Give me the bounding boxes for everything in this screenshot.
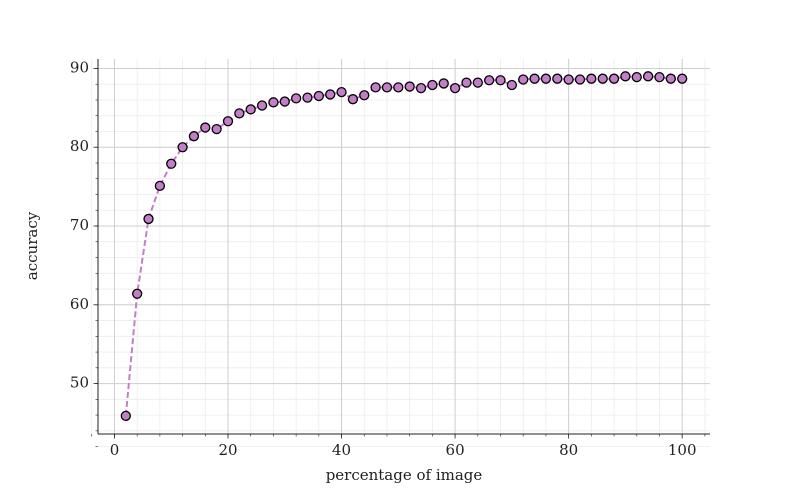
data-point: [677, 73, 688, 84]
data-point: [166, 158, 177, 169]
y-tick-label: 60: [70, 295, 89, 313]
data-point: [120, 410, 131, 422]
data-point: [597, 73, 608, 84]
y-axis-label: accuracy: [23, 211, 41, 280]
data-point: [154, 180, 166, 191]
data-point: [234, 108, 245, 119]
x-tick-label: 80: [559, 441, 578, 459]
data-point: [495, 75, 506, 86]
data-point: [415, 82, 427, 94]
data-point: [654, 71, 665, 83]
data-point: [143, 213, 154, 225]
data-point: [484, 75, 495, 86]
data-point: [574, 74, 586, 85]
data-point: [631, 71, 642, 83]
data-point: [518, 74, 529, 85]
data-point: [325, 89, 336, 100]
data-point: [393, 82, 404, 93]
y-tick-label: 80: [70, 137, 89, 155]
data-point: [279, 96, 290, 107]
data-point: [302, 92, 313, 103]
y-tick-label: 70: [70, 216, 89, 234]
data-point: [177, 142, 188, 153]
x-tick-label: 20: [218, 441, 237, 459]
data-point: [132, 288, 143, 299]
data-point: [313, 90, 324, 102]
x-tick-label: 100: [668, 441, 697, 459]
data-point: [290, 93, 302, 104]
data-point: [381, 82, 393, 93]
x-tick-label: 40: [332, 441, 351, 459]
y-tick-label: 50: [70, 374, 89, 392]
data-point: [211, 123, 222, 135]
data-point: [552, 73, 563, 84]
data-point: [347, 94, 359, 105]
data-point: [665, 73, 676, 84]
data-point: [222, 116, 234, 127]
data-point: [256, 100, 268, 111]
data-point: [540, 73, 552, 84]
data-point: [370, 82, 381, 93]
data-point: [359, 90, 370, 101]
data-point: [427, 79, 438, 91]
data-point: [620, 71, 631, 82]
data-point: [506, 79, 518, 91]
data-point: [608, 73, 620, 84]
data-point: [438, 78, 449, 89]
data-point: [449, 82, 461, 94]
data-point: [563, 74, 574, 85]
data-point: [268, 97, 279, 108]
y-tick-label: 90: [70, 58, 89, 76]
x-tick-label: 60: [446, 441, 465, 459]
data-point: [188, 131, 200, 142]
x-tick-label: 0: [110, 441, 120, 459]
data-point: [586, 73, 597, 84]
data-point: [245, 104, 256, 115]
data-point: [336, 86, 347, 98]
data-point: [529, 73, 540, 84]
x-axis-label: percentage of image: [326, 466, 483, 484]
data-point: [200, 122, 211, 133]
data-point: [642, 71, 654, 82]
data-point: [472, 77, 483, 88]
data-point: [461, 77, 472, 88]
data-point: [404, 81, 415, 92]
